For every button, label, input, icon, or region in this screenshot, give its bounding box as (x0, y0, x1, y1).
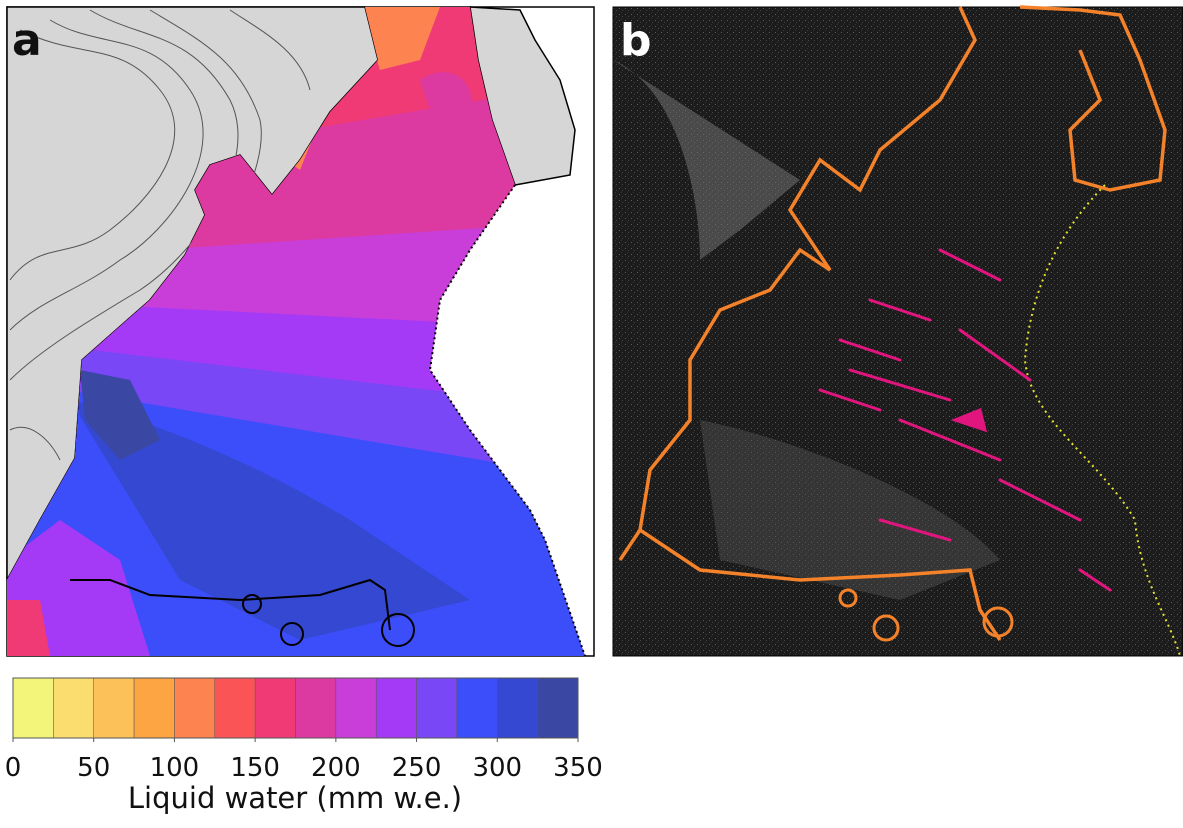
colorbar-bin (296, 678, 336, 738)
panel-a: a (7, 7, 600, 656)
colorbar-bin (255, 678, 295, 738)
colorbar-bin (53, 678, 93, 738)
tick-label: 50 (77, 753, 110, 783)
figure: a b 0 50 100 150 200 250 300 350 Liquid water (… (0, 0, 1183, 828)
panel-label: a (12, 15, 42, 66)
panel-label: b (620, 15, 652, 66)
colorbar-bin (13, 678, 53, 738)
panel-b: b (613, 7, 1183, 656)
tick-label: 250 (392, 753, 442, 783)
tick-label: 200 (311, 753, 361, 783)
colorbar-bin (174, 678, 214, 738)
colorbar-bin (376, 678, 416, 738)
colorbar-bin (417, 678, 457, 738)
tick-label: 300 (472, 753, 522, 783)
colorbar-bin (457, 678, 497, 738)
colorbar-bin (538, 678, 578, 738)
tick-label: 350 (553, 753, 603, 783)
colorbar-bin (134, 678, 174, 738)
colorbar: 0 50 100 150 200 250 300 350 (5, 678, 603, 783)
colorbar-bin (215, 678, 255, 738)
figure-canvas: a b 0 50 100 150 200 250 300 350 Liquid water (… (0, 0, 1183, 828)
colorbar-bin (497, 678, 537, 738)
colorbar-label: Liquid water (mm w.e.) (128, 781, 462, 815)
tick-label: 100 (150, 753, 200, 783)
colorbar-bin (336, 678, 376, 738)
tick-label: 0 (5, 753, 22, 783)
tick-label: 150 (230, 753, 280, 783)
colorbar-bin (94, 678, 134, 738)
